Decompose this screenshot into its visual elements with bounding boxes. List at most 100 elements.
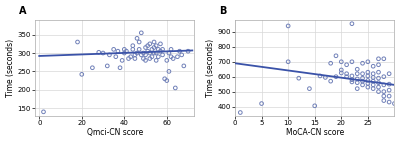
Point bbox=[162, 78, 168, 80]
Point bbox=[381, 91, 387, 93]
Point bbox=[354, 82, 360, 84]
Point bbox=[119, 59, 125, 61]
Point bbox=[285, 25, 291, 27]
Point bbox=[181, 65, 187, 67]
Point bbox=[365, 86, 371, 88]
Point bbox=[142, 54, 149, 56]
Point bbox=[354, 78, 360, 80]
Point bbox=[312, 105, 318, 107]
Point bbox=[121, 52, 128, 54]
Point bbox=[338, 69, 344, 71]
Point bbox=[349, 23, 355, 25]
Point bbox=[375, 86, 382, 88]
Point bbox=[328, 80, 334, 82]
Point bbox=[128, 56, 134, 58]
Point bbox=[78, 73, 85, 76]
Point bbox=[110, 48, 117, 50]
Point bbox=[381, 76, 387, 78]
Text: A: A bbox=[19, 6, 26, 16]
Point bbox=[151, 41, 157, 43]
Point bbox=[375, 82, 382, 84]
Point bbox=[149, 48, 155, 50]
Point bbox=[306, 88, 313, 90]
Point bbox=[176, 50, 183, 52]
Point bbox=[375, 58, 382, 60]
Point bbox=[159, 54, 166, 56]
Text: B: B bbox=[219, 6, 226, 16]
Point bbox=[172, 87, 178, 89]
Point bbox=[153, 52, 159, 54]
Point bbox=[375, 77, 382, 79]
Point bbox=[359, 77, 366, 79]
Point bbox=[349, 61, 355, 63]
Point bbox=[144, 50, 151, 52]
X-axis label: MoCA-CN score: MoCA-CN score bbox=[286, 128, 344, 137]
Point bbox=[153, 44, 159, 47]
Point bbox=[365, 75, 371, 77]
Point bbox=[168, 56, 174, 58]
Point bbox=[132, 54, 138, 56]
Point bbox=[117, 67, 123, 69]
Point bbox=[151, 52, 157, 54]
Point bbox=[138, 32, 144, 34]
Point bbox=[349, 75, 355, 77]
Point bbox=[344, 73, 350, 75]
Point bbox=[134, 52, 140, 54]
Point bbox=[386, 95, 392, 97]
Point bbox=[138, 54, 144, 56]
Point bbox=[359, 73, 366, 75]
Point bbox=[151, 46, 157, 49]
Point bbox=[386, 101, 392, 103]
Point bbox=[155, 48, 162, 50]
Point bbox=[74, 41, 81, 43]
Point bbox=[349, 81, 355, 83]
Point bbox=[134, 37, 140, 39]
Point bbox=[285, 61, 291, 63]
Y-axis label: Time (seconds): Time (seconds) bbox=[6, 39, 14, 97]
Point bbox=[333, 55, 339, 57]
Point bbox=[155, 56, 162, 58]
Point bbox=[344, 64, 350, 66]
Point bbox=[359, 62, 366, 64]
Point bbox=[354, 88, 360, 90]
Point bbox=[296, 77, 302, 79]
Point bbox=[178, 54, 185, 56]
Point bbox=[130, 44, 136, 47]
Point bbox=[354, 68, 360, 70]
Point bbox=[391, 102, 398, 105]
Point bbox=[354, 73, 360, 75]
Point bbox=[123, 50, 130, 52]
Point bbox=[344, 76, 350, 78]
Point bbox=[147, 57, 153, 60]
Point bbox=[386, 73, 392, 75]
Point bbox=[370, 88, 376, 90]
Point bbox=[104, 65, 110, 67]
Point bbox=[157, 50, 164, 52]
Y-axis label: Time (seconds): Time (seconds) bbox=[206, 39, 214, 97]
Point bbox=[164, 80, 170, 82]
Point bbox=[100, 52, 106, 54]
Point bbox=[96, 51, 102, 53]
Point bbox=[140, 57, 147, 60]
Point bbox=[322, 76, 328, 79]
Point bbox=[375, 71, 382, 73]
Point bbox=[89, 67, 96, 69]
Point bbox=[375, 91, 382, 93]
Point bbox=[159, 48, 166, 50]
Point bbox=[386, 83, 392, 85]
Point bbox=[365, 82, 371, 85]
Point bbox=[381, 84, 387, 86]
Point bbox=[381, 95, 387, 97]
Point bbox=[370, 65, 376, 67]
Point bbox=[140, 52, 147, 54]
Point bbox=[370, 80, 376, 82]
Point bbox=[125, 57, 132, 60]
Point bbox=[153, 59, 159, 61]
Point bbox=[144, 44, 151, 47]
Point bbox=[370, 73, 376, 75]
Point bbox=[142, 46, 149, 49]
Point bbox=[349, 79, 355, 81]
Point bbox=[381, 99, 387, 102]
Point bbox=[359, 84, 366, 86]
Point bbox=[381, 58, 387, 60]
